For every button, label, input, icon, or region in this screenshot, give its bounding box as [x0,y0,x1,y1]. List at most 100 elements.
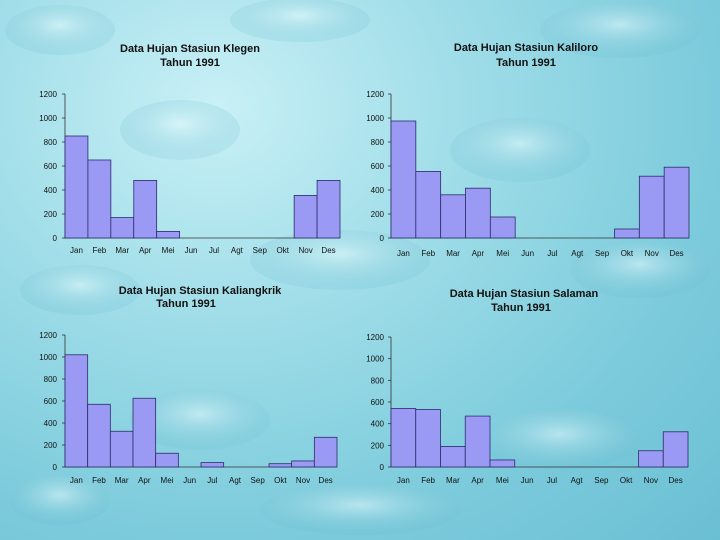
chart-subtitle: Tahun 1991 [496,57,556,69]
bar-des [663,166,690,239]
x-tick-label: Mei [161,476,174,485]
y-tick-label: 0 [53,463,58,472]
bar-mei [155,452,179,468]
chart-salaman: Data Hujan Stasiun Salaman Tahun 1991 12… [366,288,689,485]
bar-nov [293,194,318,239]
bar-nov [291,460,315,468]
x-tick-label: Okt [276,246,289,255]
bar-mar [109,430,134,468]
x-tick-label: Sep [251,476,266,485]
y-tick-label: 400 [44,419,58,428]
x-tick-label: Agt [571,476,584,485]
y-tick-label: 600 [371,398,385,407]
x-tick-label: Jun [521,476,534,485]
x-tick-label: Okt [621,249,634,258]
y-tick-label: 1200 [366,90,384,99]
x-tick-label: Des [319,476,333,485]
x-tick-label: Jun [521,249,534,258]
x-tick-label: Jan [397,476,410,485]
bar-feb [87,403,111,468]
bar-mar [110,217,135,239]
x-tick-label: Des [321,246,335,255]
y-tick-label: 1000 [366,114,384,123]
x-tick-label: Agt [229,476,242,485]
x-tick-label: Jan [397,249,410,258]
bar-mei [489,216,516,239]
bar-des [313,436,338,468]
x-tick-label: Apr [138,476,151,485]
x-tick-label: Nov [645,249,659,258]
x-tick-label: Feb [421,476,435,485]
y-tick-label: 400 [371,186,385,195]
x-tick-label: Agt [231,246,244,255]
y-tick-label: 1200 [39,90,57,99]
y-tick-label: 800 [371,376,385,385]
y-tick-label: 200 [371,210,385,219]
x-tick-label: Jul [547,249,557,258]
y-tick-label: 400 [44,186,58,195]
bar-jan [64,354,89,468]
x-tick-label: Jul [547,476,557,485]
bar-jan [390,120,417,239]
chart-title: Data Hujan Stasiun Kaliloro [454,42,599,54]
y-tick-label: 600 [371,162,385,171]
chart-title: Data Hujan Stasiun Kaliangkrik [119,285,282,297]
bar-nov [638,175,665,239]
bar-nov [638,450,664,468]
x-tick-label: Okt [620,476,633,485]
y-tick-label: 0 [53,234,58,243]
bar-apr [132,397,157,468]
x-tick-label: Mar [446,249,460,258]
bar-feb [415,170,442,239]
bar-apr [465,187,491,239]
y-tick-label: 800 [44,375,58,384]
bar-des [662,431,689,468]
x-tick-label: Sep [253,246,268,255]
x-tick-label: Jan [70,476,83,485]
y-tick-label: 1000 [366,355,384,364]
chart-subtitle: Tahun 1991 [491,302,551,314]
bar-apr [133,179,158,239]
x-tick-label: Mei [162,246,175,255]
chart-kaliangkrik: Data Hujan Stasiun Kaliangkrik Tahun 199… [39,285,338,485]
chart-title: Data Hujan Stasiun Klegen [120,43,260,55]
y-tick-label: 800 [44,138,58,147]
y-tick-label: 800 [371,138,385,147]
y-tick-label: 1000 [39,353,57,362]
x-tick-label: Jul [207,476,217,485]
x-tick-label: Mar [115,246,129,255]
x-tick-label: Apr [471,476,484,485]
bar-mei [489,459,516,468]
bar-feb [415,409,441,468]
bar-apr [464,415,491,468]
x-tick-label: Des [669,476,683,485]
y-tick-label: 600 [44,162,58,171]
y-tick-label: 1000 [39,114,57,123]
chart-title: Data Hujan Stasiun Salaman [450,288,599,300]
bar-jan [64,135,89,239]
chart-subtitle: Tahun 1991 [160,57,220,69]
x-tick-label: Okt [274,476,287,485]
y-tick-label: 400 [371,420,385,429]
x-tick-label: Nov [299,246,313,255]
x-tick-label: Apr [139,246,152,255]
bar-jul [200,462,225,468]
x-tick-label: Sep [594,476,609,485]
x-tick-label: Feb [421,249,435,258]
x-tick-label: Nov [644,476,658,485]
x-tick-label: Nov [296,476,310,485]
x-tick-label: Mei [496,249,509,258]
x-tick-label: Jun [185,246,198,255]
bar-okt [614,228,640,239]
x-tick-label: Mar [115,476,129,485]
y-tick-label: 0 [380,463,385,472]
y-tick-label: 0 [380,234,385,243]
x-tick-label: Jul [209,246,219,255]
x-tick-label: Jan [70,246,83,255]
x-tick-label: Apr [472,249,485,258]
chart-kaliloro: Data Hujan Stasiun Kaliloro Tahun 1991 1… [366,42,690,258]
x-tick-label: Feb [92,246,106,255]
bar-jan [390,408,417,468]
bar-feb [87,159,112,239]
